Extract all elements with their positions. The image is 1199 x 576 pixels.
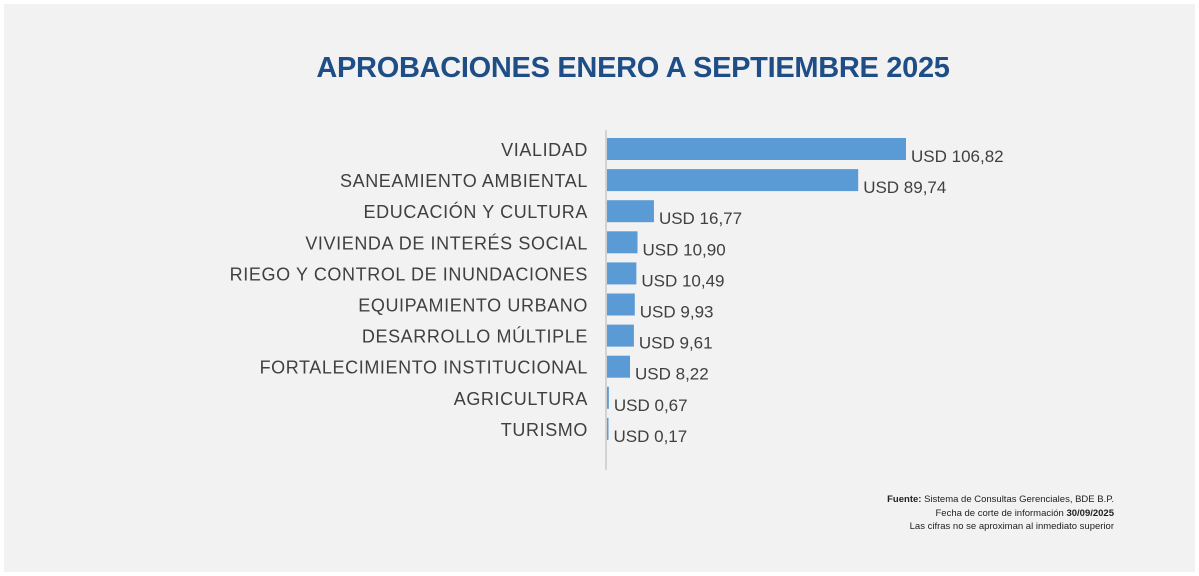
bar (607, 200, 654, 223)
chart-footer: Fuente: Sistema de Consultas Gerenciales… (887, 493, 1114, 534)
category-label: EDUCACIÓN Y CULTURA (364, 201, 588, 222)
data-label: USD 0,67 (614, 396, 688, 415)
bar (607, 138, 906, 160)
category-label: DESARROLLO MÚLTIPLE (362, 326, 588, 347)
data-label: USD 106,82 (911, 147, 1004, 166)
data-label: USD 0,17 (614, 427, 688, 446)
category-label: SANEAMIENTO AMBIENTAL (340, 171, 588, 191)
cutoff-line: Fecha de corte de información 30/09/2025 (887, 507, 1114, 521)
chart-title: APROBACIONES ENERO A SEPTIEMBRE 2025 (316, 52, 950, 84)
bar (607, 355, 631, 378)
source-line: Fuente: Sistema de Consultas Gerenciales… (887, 493, 1114, 507)
bar (607, 262, 637, 285)
data-label: USD 8,22 (635, 365, 709, 384)
data-label: USD 9,61 (639, 334, 713, 353)
source-text: Sistema de Consultas Gerenciales, BDE B.… (921, 494, 1114, 505)
bar (607, 293, 635, 316)
data-label: USD 10,90 (643, 240, 726, 259)
bar (607, 417, 609, 440)
bar (607, 386, 609, 409)
data-label: USD 9,93 (640, 303, 714, 322)
chart-background (4, 4, 1195, 572)
bar (607, 231, 638, 254)
cutoff-text: Fecha de corte de información (935, 507, 1067, 519)
bar (607, 169, 859, 192)
category-label: VIALIDAD (501, 140, 588, 160)
rounding-note: Las cifras no se aproximan al inmediato … (909, 521, 1114, 532)
category-label: RIEGO Y CONTROL DE INUNDACIONES (230, 264, 588, 284)
category-label: TURISMO (501, 420, 588, 440)
data-label: USD 16,77 (659, 209, 742, 228)
data-label: USD 10,49 (641, 271, 724, 290)
category-label: FORTALECIMIENTO INSTITUCIONAL (260, 358, 588, 378)
category-label: EQUIPAMIENTO URBANO (358, 296, 588, 316)
data-label: USD 89,74 (863, 178, 946, 197)
source-label: Fuente: (887, 494, 922, 505)
category-label: AGRICULTURA (454, 389, 588, 409)
cutoff-date: 30/09/2025 (1066, 507, 1114, 519)
bar (607, 324, 634, 347)
category-label: VIVIENDA DE INTERÉS SOCIAL (305, 233, 588, 253)
